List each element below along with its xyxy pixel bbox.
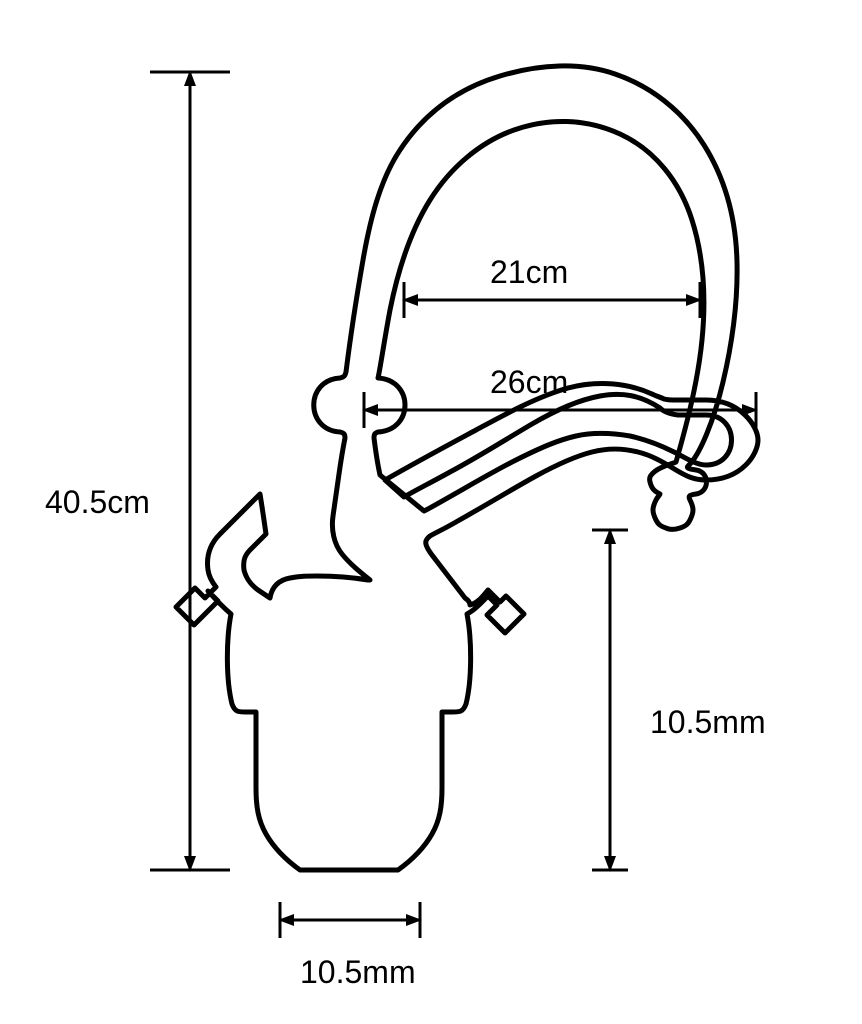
label-height-overall: 40.5cm <box>45 484 150 521</box>
label-base-width: 10.5mm <box>300 954 416 991</box>
label-secondary-spout: 26cm <box>490 364 568 401</box>
dimension-lines <box>150 72 756 938</box>
label-spout-reach: 21cm <box>490 254 568 291</box>
faucet-outline <box>176 66 758 870</box>
faucet-dimension-diagram: 40.5cm 21cm 26cm 10.5mm 10.5mm <box>0 0 862 1024</box>
label-outlet-height: 10.5mm <box>650 704 766 741</box>
